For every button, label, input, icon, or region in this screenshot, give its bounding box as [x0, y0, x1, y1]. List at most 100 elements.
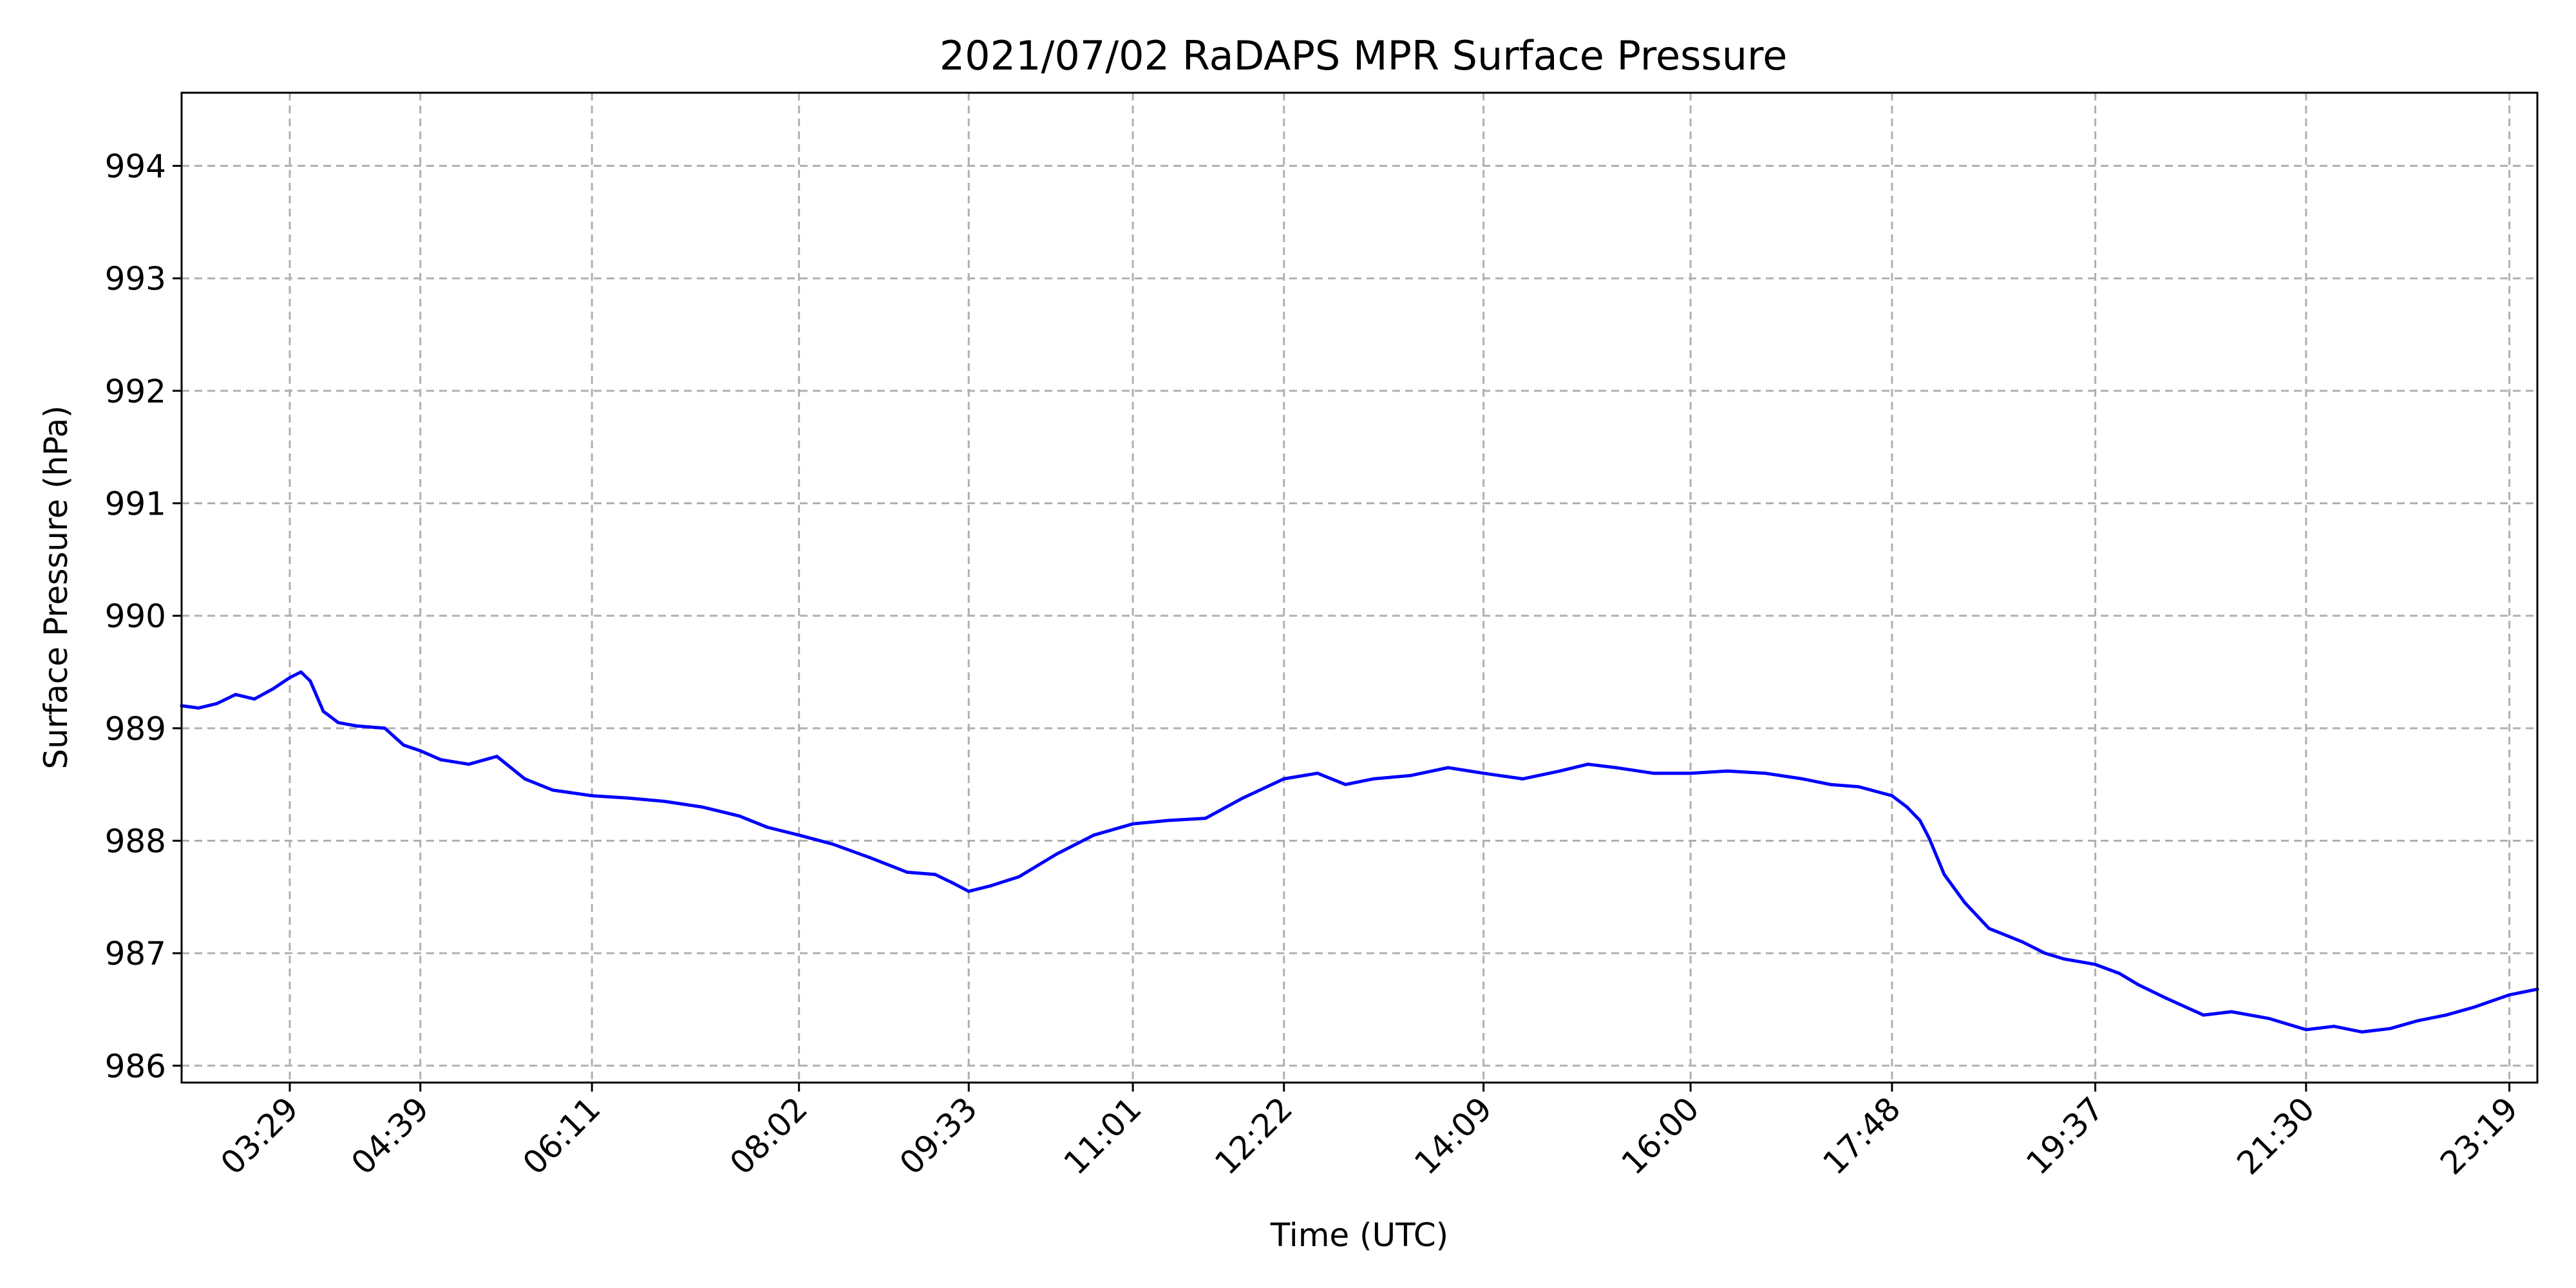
- chart-title: 2021/07/02 RaDAPS MPR Surface Pressure: [940, 32, 1788, 79]
- x-tick-label: 06:11: [516, 1090, 608, 1182]
- x-tick-label: 21:30: [2230, 1090, 2322, 1182]
- x-tick-label: 19:37: [2019, 1090, 2111, 1182]
- data-point: [1482, 772, 1486, 775]
- data-point: [2304, 1028, 2308, 1032]
- data-point: [1942, 873, 1946, 876]
- data-point: [1054, 852, 1058, 856]
- data-point: [2416, 1019, 2420, 1023]
- data-point: [2360, 1030, 2364, 1034]
- data-point: [663, 799, 667, 803]
- data-point: [1763, 772, 1767, 775]
- data-point: [1828, 782, 1832, 786]
- data-point: [215, 701, 219, 705]
- x-tick-label: 09:33: [893, 1090, 985, 1182]
- data-point: [2267, 1016, 2271, 1020]
- data-point: [952, 882, 956, 886]
- grid-lines: [182, 93, 2537, 1083]
- data-point: [2388, 1027, 2392, 1030]
- data-point: [1446, 766, 1450, 770]
- series-line: [180, 670, 2539, 1034]
- data-point: [2472, 1005, 2476, 1009]
- data-point: [234, 692, 238, 696]
- data-point: [1927, 837, 1931, 840]
- data-point: [523, 777, 527, 781]
- data-point: [1918, 819, 1922, 822]
- data-point: [252, 697, 256, 701]
- data-point: [2043, 951, 2047, 955]
- data-point: [1726, 769, 1730, 773]
- x-tick-label: 04:39: [344, 1090, 436, 1182]
- x-tick-label: 17:48: [1815, 1090, 1908, 1182]
- data-point: [765, 826, 769, 829]
- data-point: [1017, 875, 1021, 878]
- data-point: [1586, 762, 1590, 766]
- data-point: [2508, 993, 2512, 997]
- y-tick-label: 992: [105, 373, 166, 410]
- data-point: [2332, 1025, 2336, 1028]
- data-point: [551, 788, 554, 792]
- y-tick-label: 994: [105, 148, 166, 185]
- data-point: [467, 762, 471, 766]
- x-axis-label: Time (UTC): [1270, 1217, 1448, 1254]
- data-point: [1689, 772, 1692, 775]
- data-point: [1963, 901, 1967, 905]
- data-point: [1651, 772, 1655, 775]
- data-point: [1372, 777, 1376, 781]
- data-point: [1343, 782, 1347, 786]
- x-tick-label: 12:22: [1208, 1090, 1300, 1182]
- data-point: [967, 889, 971, 893]
- data-point: [1092, 833, 1095, 837]
- x-tick-label: 23:19: [2433, 1090, 2525, 1182]
- data-point: [2117, 972, 2121, 976]
- data-point: [402, 743, 406, 747]
- data-point: [383, 726, 387, 730]
- data-point: [1316, 772, 1320, 775]
- x-tick-label: 14:09: [1407, 1090, 1499, 1182]
- data-point: [933, 873, 937, 876]
- data-point: [321, 710, 325, 714]
- data-point: [355, 724, 359, 728]
- data-point: [2021, 940, 2025, 944]
- data-point: [1801, 777, 1804, 781]
- axis-ticks: 986 987 988 989 990 991 992 993 994 03:29 04:39 06:…: [105, 148, 2525, 1182]
- data-point: [737, 814, 741, 818]
- data-point: [336, 721, 340, 724]
- y-tick-label: 988: [105, 822, 166, 860]
- plot-frame: [180, 91, 2539, 1084]
- x-tick-label: 11:01: [1057, 1090, 1149, 1182]
- data-point: [1558, 769, 1562, 773]
- data-point: [2136, 983, 2140, 987]
- y-tick-label: 989: [105, 710, 166, 748]
- data-point: [2164, 996, 2168, 1000]
- data-point: [1131, 822, 1135, 826]
- data-point: [1166, 819, 1170, 822]
- data-point: [288, 676, 292, 679]
- data-point: [271, 687, 275, 691]
- data-point: [308, 679, 312, 683]
- data-point: [1204, 817, 1208, 820]
- data-point: [419, 749, 422, 753]
- data-point: [989, 884, 993, 887]
- series-layer: [180, 670, 2539, 1034]
- data-point: [196, 706, 200, 710]
- data-point: [831, 842, 835, 846]
- data-point: [797, 833, 801, 837]
- y-tick-label: 993: [105, 260, 166, 298]
- data-point: [1905, 805, 1909, 809]
- data-point: [1241, 796, 1245, 800]
- data-point: [439, 758, 443, 762]
- data-point: [1857, 785, 1861, 789]
- data-point: [590, 794, 594, 798]
- data-point: [1282, 777, 1286, 781]
- data-point: [868, 856, 872, 860]
- y-tick-label: 986: [105, 1048, 166, 1085]
- data-point: [2061, 957, 2065, 961]
- data-point: [299, 670, 303, 674]
- data-point: [1987, 927, 1991, 931]
- y-tick-label: 990: [105, 598, 166, 635]
- x-tick-label: 03:29: [214, 1090, 306, 1182]
- data-point: [2444, 1013, 2448, 1017]
- data-point: [1890, 794, 1894, 798]
- x-tick-label: 08:02: [723, 1090, 815, 1182]
- data-point: [700, 805, 704, 809]
